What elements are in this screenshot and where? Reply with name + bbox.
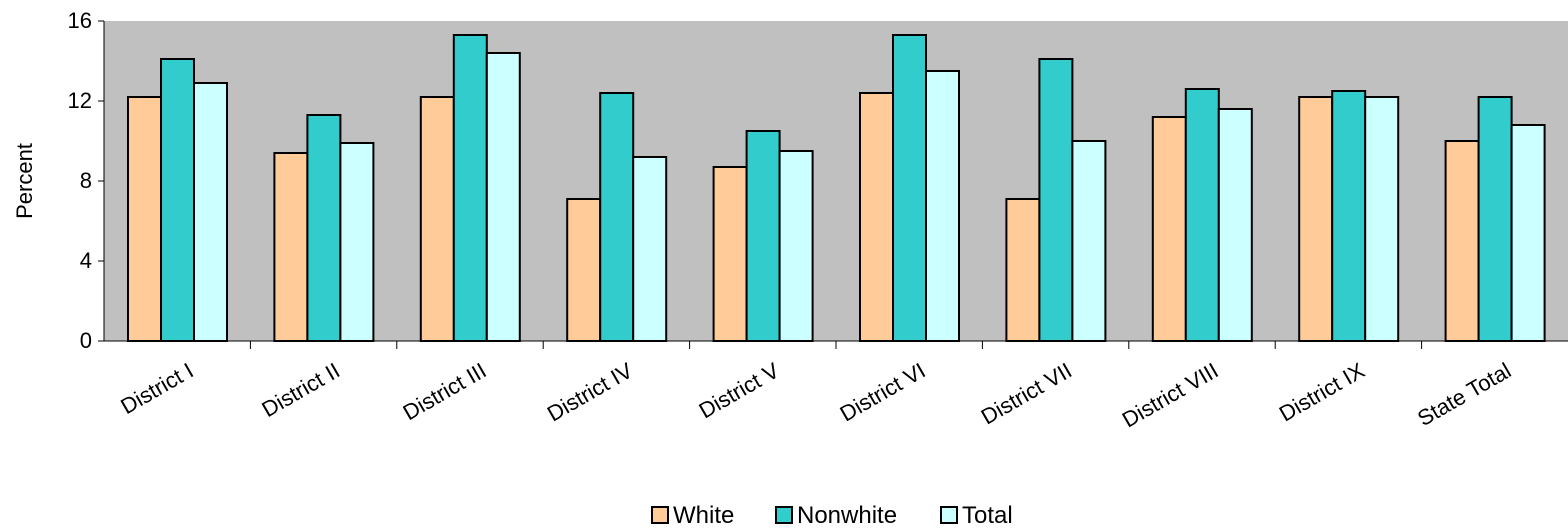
x-category-label: District III xyxy=(399,358,491,425)
bar-white xyxy=(1444,140,1480,342)
bar-total xyxy=(1071,140,1107,342)
y-tick-label: 8 xyxy=(80,168,92,193)
bar-nonwhite xyxy=(1184,88,1220,342)
y-tick-label: 0 xyxy=(80,328,92,353)
x-category-label: District IX xyxy=(1275,358,1369,427)
y-tick-label: 4 xyxy=(80,248,92,273)
bar-nonwhite xyxy=(745,130,781,342)
bars-group xyxy=(127,34,1546,342)
bar-white xyxy=(566,198,602,342)
bar-white xyxy=(1151,116,1187,342)
legend-swatch-total xyxy=(940,506,958,524)
bar-nonwhite xyxy=(306,114,342,342)
x-category-label: District VI xyxy=(836,358,930,427)
bar-white xyxy=(1298,96,1334,342)
y-ticks-group: 0 4 8 12 16 xyxy=(68,8,104,353)
y-axis-title: Percent xyxy=(12,143,37,219)
x-category-label: District I xyxy=(116,358,197,419)
legend-swatch-white xyxy=(651,506,669,524)
x-category-label: District IV xyxy=(543,358,637,427)
legend-label-white: White xyxy=(673,502,734,529)
y-tick-label: 12 xyxy=(68,88,92,113)
bar-white xyxy=(712,166,748,342)
bar-nonwhite xyxy=(599,92,635,342)
bar-white xyxy=(419,96,455,342)
x-category-label: District VIII xyxy=(1118,358,1223,433)
legend: White Nonwhite Total xyxy=(651,502,1013,529)
bar-total xyxy=(193,82,228,342)
x-category-label: District VII xyxy=(977,358,1076,430)
bar-white xyxy=(859,92,894,342)
bar-total xyxy=(1217,108,1253,342)
x-category-label: District II xyxy=(258,358,345,422)
bar-white xyxy=(127,96,162,342)
bar-total xyxy=(632,156,668,342)
y-tick-label: 16 xyxy=(68,8,92,33)
legend-swatch-nonwhite xyxy=(775,506,793,524)
bar-total xyxy=(778,150,814,342)
x-ticks-group: District I District II District III Distric… xyxy=(116,341,1515,433)
bar-nonwhite xyxy=(1331,90,1367,342)
bar-nonwhite xyxy=(160,58,195,342)
bar-nonwhite xyxy=(452,34,488,342)
bar-nonwhite xyxy=(892,34,927,342)
legend-label-nonwhite: Nonwhite xyxy=(797,502,897,529)
bar-white xyxy=(273,152,309,342)
bar-total xyxy=(1510,124,1546,342)
bar-total xyxy=(339,142,375,342)
bar-nonwhite xyxy=(1477,96,1513,342)
bar-white xyxy=(1005,198,1041,342)
x-category-label: District V xyxy=(695,358,784,424)
bar-total xyxy=(485,52,521,342)
legend-label-total: Total xyxy=(962,502,1013,529)
bar-total xyxy=(1364,96,1400,342)
bar-total xyxy=(925,70,960,342)
x-category-label: State Total xyxy=(1413,358,1515,431)
bar-nonwhite xyxy=(1038,58,1074,342)
